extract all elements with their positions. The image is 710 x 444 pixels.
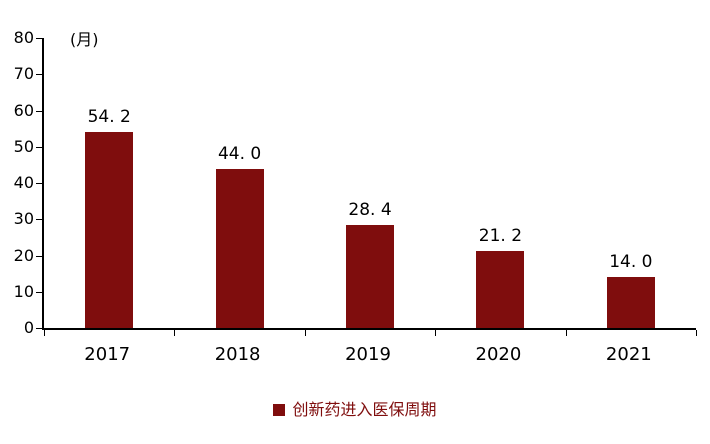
legend-swatch-icon xyxy=(273,404,286,416)
x-axis-tick-mark xyxy=(304,330,306,336)
y-axis-tick-label: 50 xyxy=(13,136,34,156)
legend: 创新药进入医保周期 xyxy=(0,402,710,418)
y-axis-tick-label: 20 xyxy=(13,245,34,265)
x-axis-tick-label: 2020 xyxy=(475,344,522,365)
y-axis-tick-label: 70 xyxy=(13,64,34,84)
y-axis-tick-mark xyxy=(36,146,42,148)
y-axis-tick-label: 60 xyxy=(13,100,34,120)
y-axis-tick-label: 30 xyxy=(13,209,34,229)
bar xyxy=(476,251,525,328)
bar xyxy=(346,225,395,328)
y-axis-tick-label: 40 xyxy=(13,173,34,192)
y-axis-tick-mark xyxy=(36,38,42,39)
bar-group: 28. 4 xyxy=(305,38,435,328)
bar-value-label: 14. 0 xyxy=(609,252,653,273)
bar xyxy=(215,168,264,328)
bar xyxy=(606,277,655,328)
bar xyxy=(85,131,134,328)
x-axis-tick-mark xyxy=(435,330,437,336)
x-axis-tick-label: 2019 xyxy=(345,344,391,365)
bar-value-label: 44. 0 xyxy=(217,143,262,164)
bar-group: 14. 0 xyxy=(566,38,696,328)
x-axis-tick-mark xyxy=(174,330,176,336)
x-axis-tick-mark xyxy=(565,330,567,336)
bar-value-label: 21. 2 xyxy=(478,226,523,247)
y-axis-tick-mark xyxy=(36,74,42,76)
y-axis-tick-mark xyxy=(36,255,42,257)
y-axis-tick-label: 10 xyxy=(13,281,34,301)
y-axis-tick-mark xyxy=(36,110,42,112)
bar-value-label: 54. 2 xyxy=(87,106,131,127)
x-axis-tick-mark xyxy=(696,330,697,336)
y-axis: 0 10 20 30 40 50 60 70 80 xyxy=(0,30,38,336)
y-axis-tick-mark xyxy=(36,219,42,221)
bar-group: 21. 2 xyxy=(435,38,565,328)
bar-value-label: 28. 4 xyxy=(348,200,392,221)
y-axis-tick-label: 80 xyxy=(13,28,34,47)
x-axis-tick-mark xyxy=(44,330,45,336)
y-axis-tick-mark xyxy=(36,291,42,293)
y-axis-tick-mark xyxy=(36,183,42,184)
legend-label: 创新药进入医保周期 xyxy=(292,400,437,419)
y-axis-tick-mark xyxy=(36,328,42,329)
x-axis-tick-label: 2021 xyxy=(605,344,652,365)
bar-group: 54. 2 xyxy=(44,38,174,328)
bar-group: 44. 0 xyxy=(174,38,304,328)
x-axis: 2017 2018 2019 2020 2021 xyxy=(42,344,694,365)
y-axis-unit-label: (月) xyxy=(70,30,99,49)
y-axis-tick-label: 0 xyxy=(23,318,34,337)
plot-area: 54. 2 44. 0 28. 4 21. 2 14. 0 xyxy=(36,38,697,336)
x-axis-tick-label: 2018 xyxy=(214,344,261,365)
x-axis-tick-label: 2017 xyxy=(84,344,131,365)
